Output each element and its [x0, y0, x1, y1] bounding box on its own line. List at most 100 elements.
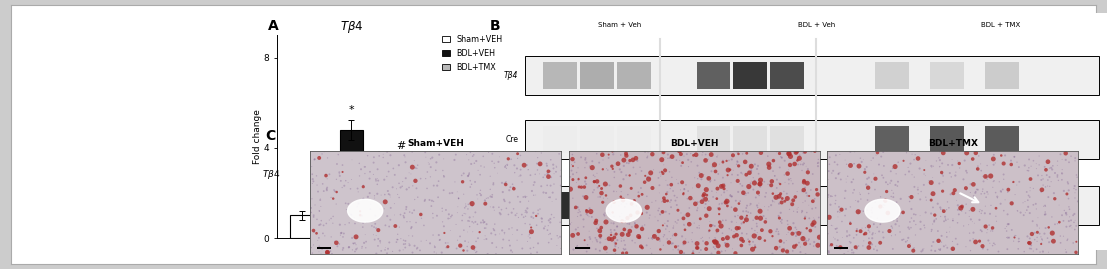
Point: [1058, 237, 1076, 241]
Point: [1061, 215, 1078, 219]
Point: [931, 149, 949, 153]
Point: [915, 172, 933, 176]
Point: [632, 244, 650, 249]
Point: [862, 215, 880, 219]
Point: [382, 218, 400, 222]
Point: [615, 238, 633, 243]
Point: [1016, 211, 1034, 215]
Point: [350, 201, 368, 206]
Point: [618, 173, 635, 178]
Point: [396, 239, 414, 243]
Point: [780, 182, 798, 186]
Point: [455, 228, 473, 232]
Point: [395, 211, 413, 215]
Point: [371, 154, 389, 158]
Point: [356, 165, 374, 169]
Point: [535, 175, 552, 179]
Point: [563, 157, 581, 161]
Point: [748, 203, 766, 208]
Point: [1020, 193, 1037, 198]
Point: [639, 154, 656, 158]
Point: [643, 237, 661, 241]
Point: [1069, 199, 1087, 204]
Point: [966, 189, 984, 194]
Point: [821, 203, 839, 207]
Point: [1033, 188, 1051, 192]
Point: [649, 237, 666, 241]
Point: [918, 198, 935, 202]
Point: [627, 221, 644, 225]
Point: [519, 168, 537, 172]
Point: [439, 245, 457, 249]
Point: [609, 224, 627, 229]
Point: [465, 153, 483, 157]
Point: [1028, 230, 1046, 235]
Point: [575, 217, 592, 221]
Point: [498, 162, 516, 167]
Point: [547, 170, 565, 174]
Point: [370, 237, 387, 241]
Point: [912, 189, 930, 194]
Point: [972, 168, 990, 173]
Point: [868, 198, 886, 202]
Point: [846, 188, 863, 192]
Point: [631, 165, 649, 169]
Point: [956, 211, 974, 215]
Point: [986, 161, 1004, 165]
Point: [547, 197, 565, 201]
Point: [375, 207, 393, 211]
Point: [454, 180, 472, 184]
Point: [577, 156, 594, 160]
Point: [394, 248, 412, 252]
Point: [888, 200, 906, 204]
Point: [770, 194, 788, 199]
Point: [643, 200, 661, 204]
Point: [929, 238, 946, 242]
Point: [618, 251, 635, 255]
Point: [966, 191, 984, 195]
Point: [528, 223, 546, 227]
Point: [728, 179, 746, 183]
Point: [620, 222, 638, 226]
Point: [1041, 184, 1058, 189]
Point: [901, 220, 919, 224]
Point: [718, 242, 736, 247]
Point: [808, 187, 826, 192]
Point: [672, 152, 690, 156]
Point: [322, 235, 340, 239]
Point: [490, 205, 508, 210]
Point: [353, 246, 371, 250]
Point: [401, 210, 418, 214]
Point: [424, 233, 442, 237]
Point: [500, 188, 518, 192]
Point: [684, 153, 702, 158]
Point: [330, 172, 348, 176]
Point: [763, 183, 780, 187]
Point: [1010, 165, 1027, 169]
Point: [900, 225, 918, 230]
Point: [391, 225, 408, 229]
Point: [516, 210, 534, 215]
Point: [603, 164, 621, 168]
Point: [654, 171, 672, 176]
Point: [403, 211, 421, 215]
Point: [455, 171, 473, 176]
Point: [904, 249, 922, 253]
Point: [423, 204, 441, 208]
Point: [1061, 205, 1078, 209]
Point: [794, 236, 811, 241]
Point: [598, 250, 615, 254]
Point: [363, 224, 381, 228]
Point: [575, 225, 592, 229]
Point: [840, 233, 858, 237]
Point: [632, 211, 650, 216]
Point: [954, 177, 972, 182]
Point: [392, 213, 410, 217]
Point: [570, 176, 588, 180]
Point: [540, 218, 558, 222]
Point: [581, 206, 599, 211]
Text: Tβ4: Tβ4: [504, 71, 518, 80]
Point: [997, 235, 1015, 240]
Point: [899, 165, 917, 169]
Point: [747, 233, 765, 237]
